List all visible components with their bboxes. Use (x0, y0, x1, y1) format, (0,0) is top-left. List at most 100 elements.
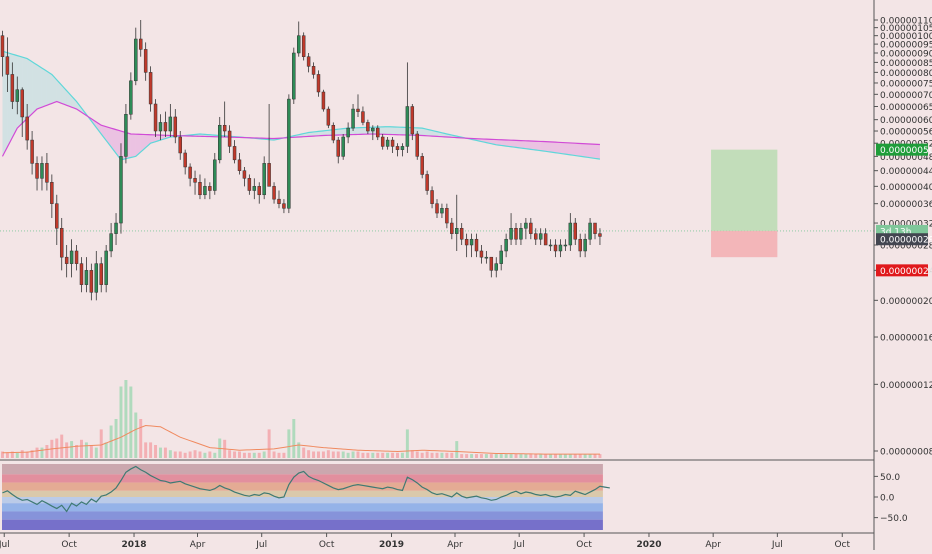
candle-body (238, 160, 241, 171)
volume-bar (208, 452, 211, 459)
volume-bar (337, 452, 340, 459)
price-tick-label: 0.00000016 (880, 334, 932, 344)
time-tick-label: Apr (705, 540, 721, 550)
price-tick-label: 0.00000008 (880, 448, 932, 458)
volume-bar (366, 453, 369, 458)
candle-body (129, 81, 132, 114)
volume-bar (347, 453, 350, 458)
volume-bar (159, 448, 162, 458)
candle-body (500, 251, 503, 264)
volume-bar (263, 452, 266, 459)
candle-body (515, 228, 518, 239)
volume-bar (554, 454, 557, 458)
volume-bar (80, 440, 83, 458)
volume-bar (90, 445, 93, 458)
ma-cloud-segment (353, 128, 358, 135)
candle-body (317, 74, 320, 92)
ma-cloud-segment (546, 142, 551, 152)
volume-bar (485, 454, 488, 458)
candle-body (460, 228, 463, 239)
candle-body (327, 109, 330, 125)
candle-body (574, 223, 577, 239)
volume-bar (381, 453, 384, 458)
candle-body (149, 72, 152, 104)
candle-body (554, 245, 557, 251)
candle-body (273, 186, 276, 199)
candle-body (510, 228, 513, 239)
candle-body (534, 234, 537, 240)
candle-body (139, 39, 142, 49)
volume-bar (119, 387, 122, 459)
candle-body (179, 137, 182, 153)
candle-body (337, 140, 340, 156)
ma-cloud-segment (383, 127, 388, 135)
ma-cloud-segment (551, 142, 556, 153)
volume-bar (278, 453, 281, 458)
candle-body (579, 239, 582, 251)
ma-cloud-segment (590, 144, 595, 158)
volume-bar (233, 452, 236, 459)
candle-body (297, 36, 300, 53)
candle-body (381, 137, 384, 146)
candle-body (524, 223, 527, 228)
candle-body (421, 156, 424, 174)
candle-body (455, 228, 458, 233)
volume-bar (60, 435, 63, 458)
ma-cloud-segment (595, 144, 600, 159)
candle-body (134, 39, 137, 81)
oscillator-band (2, 474, 603, 482)
volume-bar (134, 413, 137, 459)
ma-cloud-segment (565, 143, 570, 155)
candle-body (174, 117, 177, 137)
volume-bar (524, 454, 527, 458)
volume-bar (45, 445, 48, 458)
candle-body (450, 223, 453, 234)
candle-body (332, 125, 335, 140)
volume-bar (534, 454, 537, 458)
ma-cloud-segment (131, 134, 136, 158)
price-tag-label: 0.00000050 (880, 146, 932, 156)
price-tag-label: 0.00000024 (880, 267, 932, 277)
volume-bar (322, 452, 325, 459)
ma-cloud-segment (32, 62, 37, 114)
volume-bar (426, 452, 429, 459)
oscillator-pane: 50.00.0−50.0 (2, 464, 908, 530)
volume-bar (70, 441, 73, 458)
volume-bar (569, 454, 572, 458)
price-tick-label: 0.00000044 (880, 167, 932, 177)
candle-body (90, 270, 93, 292)
candle-body (440, 208, 443, 213)
volume-bar (455, 441, 458, 458)
volume-bar (302, 448, 305, 458)
volume-bar (164, 448, 167, 458)
candle-body (70, 251, 73, 264)
candle-body (199, 182, 202, 194)
ma-cloud-segment (37, 65, 42, 109)
candle-body (268, 163, 271, 186)
volume-bar (490, 454, 493, 458)
volume-bar (213, 453, 216, 458)
oscillator-band (2, 464, 603, 474)
volume-bar (105, 442, 108, 458)
volume-bar (174, 452, 177, 459)
ma-cloud-segment (541, 141, 546, 151)
time-tick-label: Oct (61, 540, 77, 550)
stop-zone (711, 231, 777, 257)
volume-bar (203, 453, 206, 458)
ma-cloud-segment (42, 68, 47, 107)
candle-body (391, 140, 394, 146)
candle-body (470, 239, 473, 245)
volume-bar (317, 452, 320, 459)
volume-bar (416, 452, 419, 459)
volume-bar (6, 453, 9, 458)
candle-body (366, 122, 369, 131)
volume-bar (282, 453, 285, 458)
price-tick-label: 0.00000075 (880, 79, 932, 89)
candle-body (411, 107, 414, 134)
volume-bar (332, 452, 335, 459)
oscillator-band (2, 503, 603, 511)
ma-cloud-segment (575, 143, 580, 156)
volume-bar (243, 453, 246, 458)
candle-body (50, 182, 53, 203)
